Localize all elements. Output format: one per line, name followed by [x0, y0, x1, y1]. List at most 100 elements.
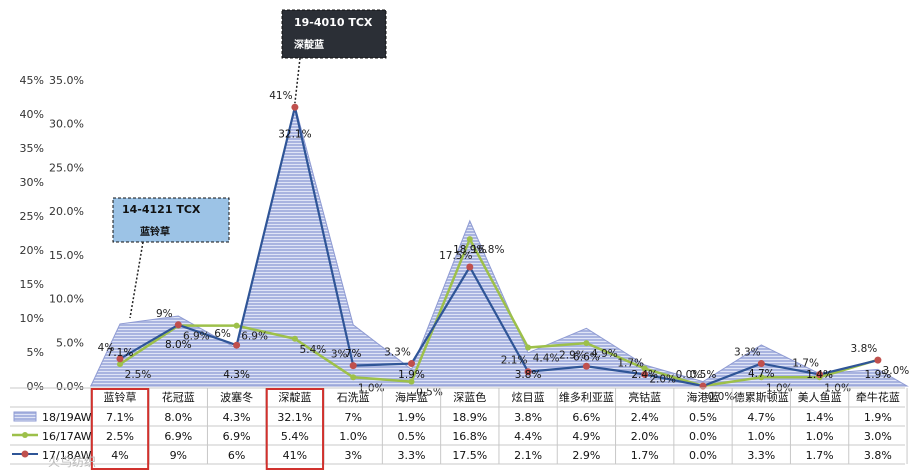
table-cell: 8.0% [164, 411, 192, 424]
watermark-text: 火鸟纺织 [48, 454, 96, 469]
right-axis-tick: 20% [20, 244, 44, 257]
label-16-17aw: 16.8% [471, 244, 504, 256]
table-cell: 41% [283, 449, 307, 462]
label-16-17aw: 6.9% [183, 331, 210, 343]
legend-entry [12, 432, 38, 438]
highlight-box [265, 388, 325, 470]
table-cell: 1.4% [806, 411, 834, 424]
right-axis-tick: 25% [20, 210, 44, 223]
point-16-17aw [466, 236, 473, 243]
label-17-18aw: 1.7% [792, 357, 819, 369]
right-axis-tick: 0% [27, 380, 44, 393]
point-17-18aw [641, 370, 649, 378]
point-16-17aw [758, 374, 765, 381]
category-label: 海港蓝 [687, 390, 720, 404]
label-17-18aw: 17.5% [439, 250, 472, 262]
callout-box-light [112, 197, 230, 243]
line-16-17aw [119, 236, 879, 388]
callout-layer: 19-4010 TCX 深靛蓝 14-4121 TCX 蓝铃草 [112, 9, 387, 319]
legend-key-16-17aw-marker [22, 432, 28, 438]
label-16-17aw: 3.0% [883, 365, 910, 377]
point-16-17aw [641, 365, 648, 372]
right-axis-tick: 5% [27, 346, 44, 359]
category-label: 炫目蓝 [512, 390, 545, 404]
label-17-18aw: 2.1% [501, 355, 528, 367]
legend-label: 18/19AW [42, 411, 92, 424]
point-17-18aw [874, 356, 882, 364]
table-cell: 1.7% [631, 449, 659, 462]
table-cell: 18.9% [452, 411, 487, 424]
left-axis-tick: 20.0% [49, 205, 84, 218]
table-cell: 3.8% [864, 449, 892, 462]
category-label: 维多利亚蓝 [559, 390, 614, 404]
callout-subtitle: 深靛蓝 [294, 38, 324, 51]
table-cell: 1.0% [747, 430, 775, 443]
point-16-17aw [117, 361, 123, 368]
legend-key-17-18aw-marker [21, 450, 29, 458]
label-16-17aw: 0.0% [708, 391, 735, 403]
left-axis-tick: 25.0% [49, 161, 84, 174]
point-16-17aw [350, 374, 357, 381]
table-cell: 7% [344, 411, 361, 424]
data-table: 蓝铃草 花冠蓝 波塞冬 深靛蓝 石洗蓝 海岸蓝 深蓝色 炫目蓝 维多利亚蓝 亮钴蓝 海港蓝 德累斯顿蓝… [10, 387, 908, 470]
table-cell: 6.9% [164, 430, 192, 443]
category-label: 蓝铃草 [104, 390, 137, 404]
table-cell: 0.5% [689, 411, 717, 424]
callout-title: 14-4121 TCX [122, 203, 201, 216]
table-cell: 32.1% [277, 411, 312, 424]
callout-subtitle: 蓝铃草 [140, 225, 170, 238]
right-axis-tick: 35% [20, 142, 44, 155]
point-17-18aw [116, 355, 124, 363]
table-cell: 5.4% [281, 430, 309, 443]
right-axis-tick: 45% [20, 74, 44, 87]
point-17-18aw [291, 103, 299, 111]
point-16-17aw [408, 378, 415, 385]
table-cell: 9% [170, 449, 187, 462]
highlight-box [90, 388, 150, 470]
point-16-17aw [233, 322, 240, 329]
callout-box-dark [281, 9, 387, 59]
table-cell: 2.5% [106, 430, 134, 443]
callout-leader [294, 57, 301, 104]
label-17-18aw: 6% [214, 328, 231, 340]
point-17-18aw [174, 321, 182, 329]
point-17-18aw [757, 360, 765, 368]
label-17-18aw: 3.3% [384, 347, 411, 359]
point-17-18aw [408, 360, 415, 368]
left-axis-tick: 30.0% [49, 118, 84, 131]
point-16-17aw [525, 344, 532, 351]
label-16-17aw: 0.5% [416, 387, 443, 399]
callout-leader [129, 241, 144, 319]
category-label: 海岸蓝 [395, 390, 428, 404]
table-cell: 2.1% [514, 449, 542, 462]
table-cell: 4% [111, 449, 128, 462]
label-18-19aw: 1.9% [398, 369, 425, 381]
table-cell: 6.9% [223, 430, 251, 443]
label-17-18aw: 3% [331, 349, 348, 361]
category-label: 花冠蓝 [162, 391, 195, 404]
table-cell: 1.9% [398, 411, 426, 424]
label-18-19aw: 6.6% [573, 351, 600, 363]
table-cell: 2.0% [631, 430, 659, 443]
table-cell: 3.3% [398, 449, 426, 462]
table-cell: 4.3% [223, 411, 251, 424]
point-17-18aw [582, 362, 590, 370]
label-18-19aw: 0.5% [690, 369, 717, 381]
legend-entry [12, 450, 38, 458]
legend-label: 16/17AW [42, 430, 92, 443]
left-axis-tick: 35.0% [49, 74, 84, 87]
table-cell: 17.5% [452, 449, 487, 462]
label-16-17aw: 2.0% [649, 374, 676, 386]
label-17-18aw: 41% [269, 90, 292, 102]
table-cell: 4.9% [572, 430, 600, 443]
left-axis-tick: 10.0% [49, 293, 84, 306]
table-cell: 0.0% [689, 430, 717, 443]
table-cell: 4.7% [747, 411, 775, 424]
category-label: 美人鱼蓝 [798, 390, 842, 404]
line-series-layer [116, 103, 882, 390]
label-18-19aw: 32.1% [278, 128, 311, 140]
legend-label: 17/18AW [42, 449, 92, 462]
label-17-18aw: 1.7% [617, 357, 644, 369]
label-17-18aw: 0.0% [676, 369, 703, 381]
